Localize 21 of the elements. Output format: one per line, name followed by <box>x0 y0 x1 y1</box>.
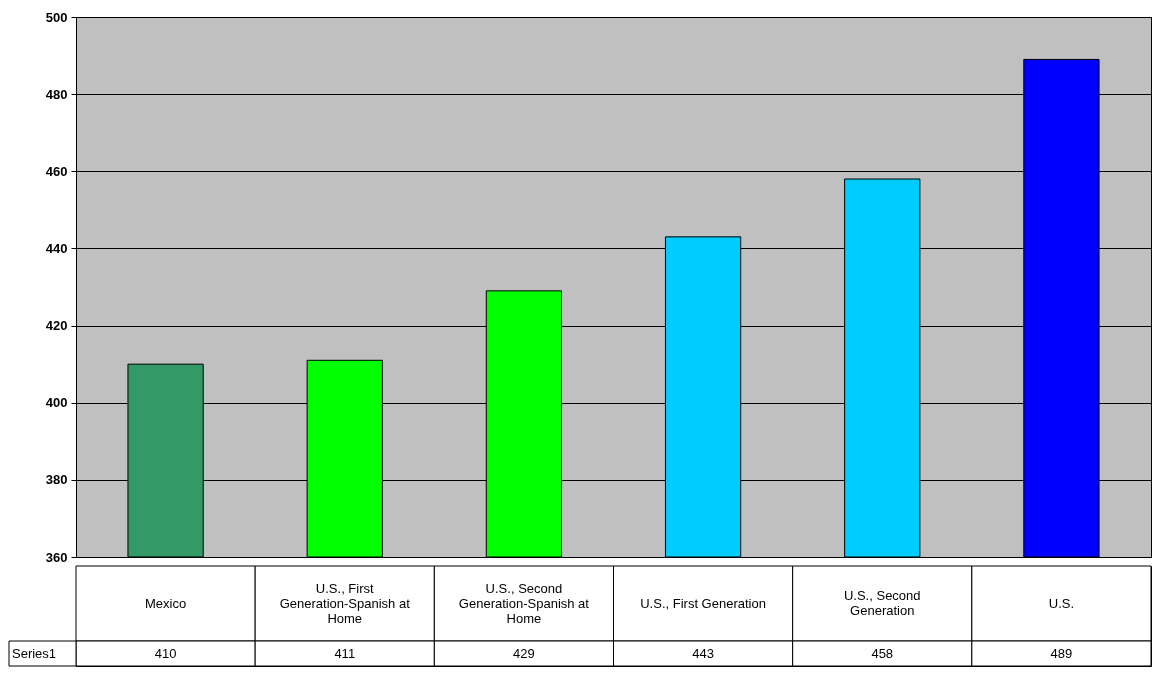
x-tick-label: U.S., Second Generation-Spanish at Home <box>458 580 590 626</box>
y-tick-label: 360 <box>45 549 68 565</box>
y-tick-label: 400 <box>45 395 68 411</box>
x-tick-label: U.S., First Generation-Spanish at Home <box>279 580 411 626</box>
x-tick-label: U.S., Second Generation <box>843 588 921 618</box>
y-tick-label: 460 <box>45 163 68 179</box>
y-tick-label: 420 <box>45 318 68 334</box>
data-label: 410 <box>154 645 177 661</box>
x-tick-label: U.S. <box>1048 595 1075 611</box>
y-tick-label: 380 <box>45 472 68 488</box>
data-label: 443 <box>692 645 714 661</box>
data-label: 411 <box>334 645 356 661</box>
data-label: 458 <box>871 645 894 661</box>
data-label: 429 <box>513 645 535 661</box>
x-tick-label: U.S., First Generation <box>640 595 766 611</box>
text: Series1 <box>12 645 57 661</box>
y-tick-label: 500 <box>45 9 68 25</box>
y-tick-label: 480 <box>45 86 68 102</box>
x-tick-label: Mexico <box>144 595 187 611</box>
y-tick-label: 440 <box>45 240 68 256</box>
data-label: 489 <box>1050 645 1073 661</box>
